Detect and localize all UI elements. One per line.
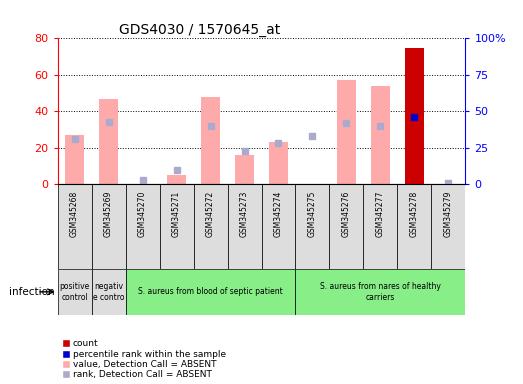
- Bar: [228, 184, 262, 269]
- Text: GSM345272: GSM345272: [206, 191, 215, 237]
- Bar: [337, 80, 356, 184]
- Bar: [201, 97, 220, 184]
- Bar: [431, 184, 465, 269]
- Bar: [126, 184, 160, 269]
- Bar: [58, 184, 92, 269]
- Bar: [295, 269, 465, 315]
- Bar: [92, 184, 126, 269]
- Text: positive
control: positive control: [60, 282, 89, 301]
- Text: GSM345279: GSM345279: [444, 191, 453, 237]
- Bar: [329, 184, 363, 269]
- Bar: [363, 184, 397, 269]
- Text: GSM345274: GSM345274: [274, 191, 283, 237]
- Bar: [371, 86, 390, 184]
- Bar: [269, 142, 288, 184]
- Bar: [405, 48, 424, 184]
- Text: negativ
e contro: negativ e contro: [93, 282, 124, 301]
- Text: S. aureus from nares of healthy
carriers: S. aureus from nares of healthy carriers: [320, 282, 441, 301]
- Text: GSM345273: GSM345273: [240, 191, 249, 237]
- Bar: [92, 269, 126, 315]
- Bar: [295, 184, 329, 269]
- Bar: [194, 184, 228, 269]
- Text: GSM345268: GSM345268: [70, 191, 79, 237]
- Bar: [58, 269, 92, 315]
- Legend: count, percentile rank within the sample, value, Detection Call = ABSENT, rank, : count, percentile rank within the sample…: [62, 339, 226, 379]
- Text: GSM345276: GSM345276: [342, 191, 351, 237]
- Bar: [126, 269, 295, 315]
- Bar: [160, 184, 194, 269]
- Text: S. aureus from blood of septic patient: S. aureus from blood of septic patient: [138, 287, 283, 296]
- Bar: [235, 155, 254, 184]
- Text: GSM345278: GSM345278: [410, 191, 419, 237]
- Bar: [262, 184, 295, 269]
- Bar: [65, 135, 84, 184]
- Bar: [397, 184, 431, 269]
- Text: GSM345270: GSM345270: [138, 191, 147, 237]
- Text: GSM345277: GSM345277: [376, 191, 385, 237]
- Text: GSM345269: GSM345269: [104, 191, 113, 237]
- Text: GSM345275: GSM345275: [308, 191, 317, 237]
- Bar: [99, 99, 118, 184]
- Text: GDS4030 / 1570645_at: GDS4030 / 1570645_at: [119, 23, 280, 37]
- Text: GSM345271: GSM345271: [172, 191, 181, 237]
- Text: infection: infection: [9, 287, 58, 297]
- Bar: [167, 175, 186, 184]
